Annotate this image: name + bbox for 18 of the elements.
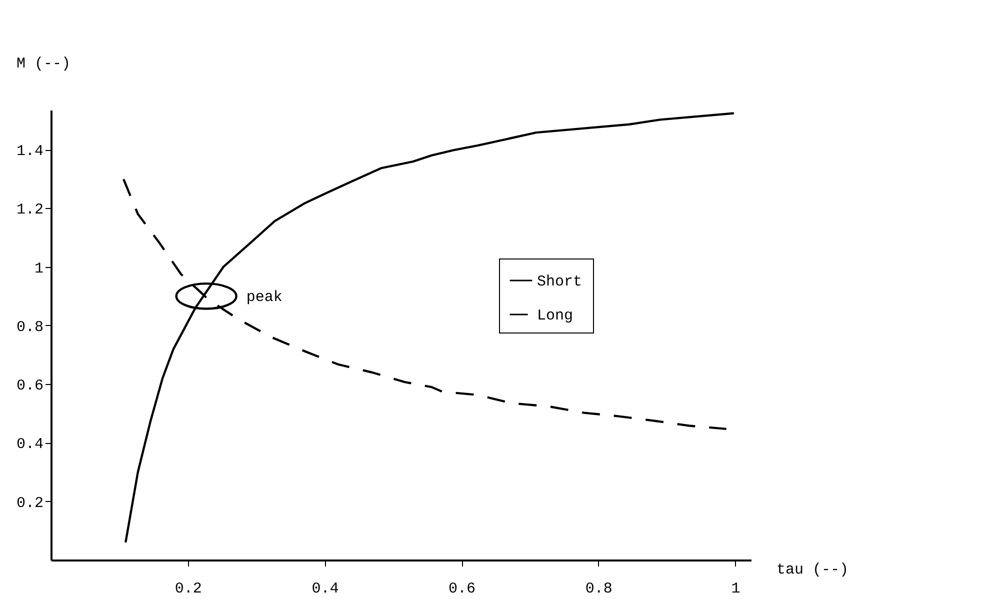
y-tick-label: 0.6: [16, 378, 44, 395]
y-tick-label: 1.4: [16, 143, 44, 160]
legend-label: Long: [537, 308, 574, 324]
y-tick-label: 0.4: [16, 436, 44, 454]
y-tick-label: 0.2: [16, 494, 44, 512]
line-series: [124, 112, 735, 544]
x-tick-label: 0.8: [585, 580, 612, 598]
x-tick-label: 0.4: [312, 580, 339, 598]
annotation: peak: [246, 289, 282, 306]
x-tick-label: 1: [731, 580, 740, 598]
y-tick-label: 1.2: [16, 202, 44, 219]
x-tick-label: 0.6: [448, 580, 476, 598]
x-axis-title: tau (--): [776, 562, 849, 578]
x-tick-label: 0.2: [174, 580, 202, 598]
legend-label: Short: [537, 274, 582, 290]
y-axis-title: M (--): [16, 56, 71, 72]
y-tick-label: 1: [34, 260, 44, 278]
y-tick-label: 0.8: [16, 318, 44, 336]
